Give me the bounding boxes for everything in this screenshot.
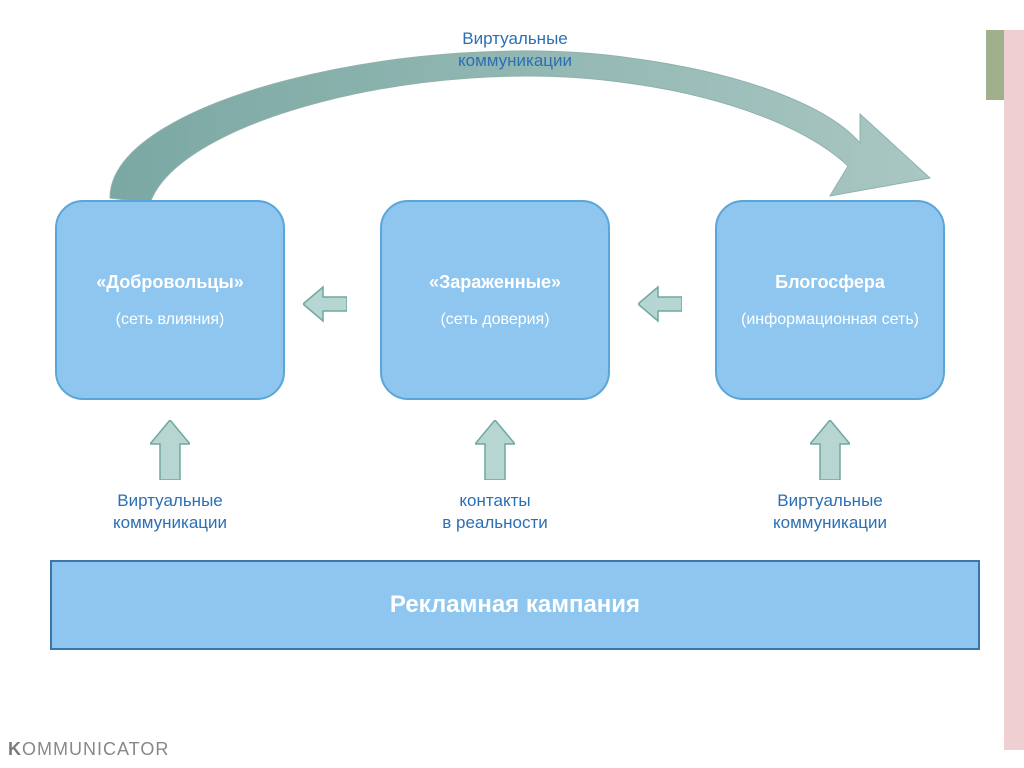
node-blogosphere-subtitle: (информационная сеть): [741, 311, 919, 329]
arrow-up-2-label-line1: контакты: [459, 491, 530, 510]
node-volunteers: «Добровольцы» (сеть влияния): [55, 200, 285, 400]
diagram-canvas: { "colors": { "node_fill": "#8ec6ef", "n…: [0, 0, 1024, 768]
arrow-up-1-label-line1: Виртуальные: [117, 491, 223, 510]
arrow-up-3-label-line2: коммуникации: [773, 513, 887, 532]
curved-arrow-label-line2: коммуникации: [458, 51, 572, 70]
arrow-up-3-label-line1: Виртуальные: [777, 491, 883, 510]
node-infected-subtitle: (сеть доверия): [440, 311, 549, 329]
arrow-up-3-label: Виртуальные коммуникации: [730, 490, 930, 534]
node-volunteers-title: «Добровольцы»: [96, 272, 243, 293]
node-blogosphere: Блогосфера (информационная сеть): [715, 200, 945, 400]
arrow-node3-to-node2: [638, 285, 682, 323]
arrow-up-3: [810, 420, 850, 480]
arrow-node2-to-node1: [303, 285, 347, 323]
curved-arrow-label: Виртуальные коммуникации: [415, 28, 615, 72]
node-blogosphere-title: Блогосфера: [775, 272, 885, 293]
arrow-up-2-label: контакты в реальности: [395, 490, 595, 534]
side-stripe-pink: [1004, 30, 1024, 750]
bottom-bar-label: Рекламная кампания: [390, 591, 640, 619]
bottom-bar-campaign: Рекламная кампания: [50, 560, 980, 650]
arrow-up-2-label-line2: в реальности: [442, 513, 548, 532]
arrow-up-2: [475, 420, 515, 480]
node-infected-title: «Зараженные»: [429, 272, 561, 293]
logo-text: OMMUNICATOR: [22, 739, 169, 759]
arrow-up-1-label-line2: коммуникации: [113, 513, 227, 532]
logo-communicator: KOMMUNICATOR: [8, 739, 169, 760]
node-volunteers-subtitle: (сеть влияния): [116, 311, 225, 329]
node-infected: «Зараженные» (сеть доверия): [380, 200, 610, 400]
arrow-up-1-label: Виртуальные коммуникации: [70, 490, 270, 534]
arrow-up-1: [150, 420, 190, 480]
logo-prefix: K: [8, 739, 22, 759]
side-stripe-green: [986, 30, 1004, 100]
curved-arrow-label-line1: Виртуальные: [462, 29, 568, 48]
